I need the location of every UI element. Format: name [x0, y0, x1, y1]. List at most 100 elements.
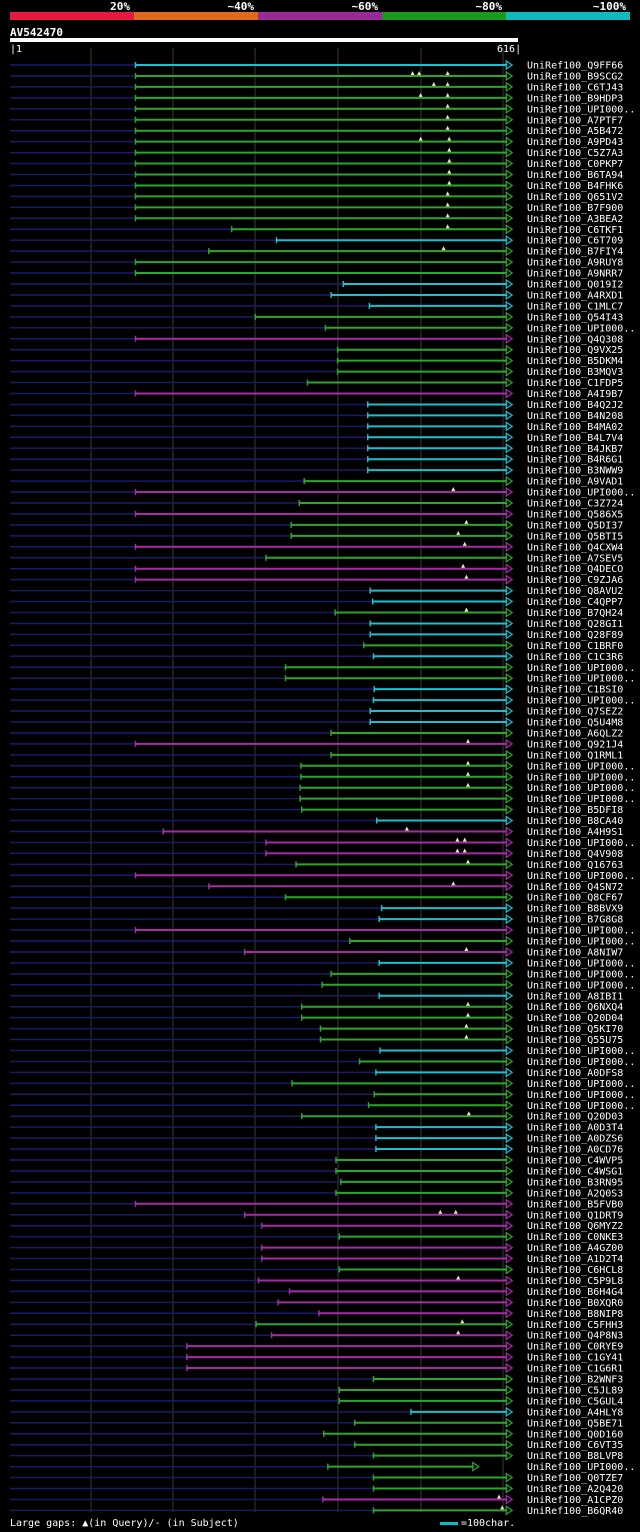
hit-label[interactable]: UniRef100_UPI000.. — [527, 838, 635, 849]
hit-label[interactable]: UniRef100_UPI000.. — [527, 783, 635, 794]
hit-label[interactable]: UniRef100_Q6MYZ2 — [527, 1221, 623, 1232]
hit-label[interactable]: UniRef100_A9NRR7 — [527, 269, 623, 280]
hit-label[interactable]: UniRef100_A4GZ00 — [527, 1243, 623, 1254]
hit-label[interactable]: UniRef100_Q20D04 — [527, 1013, 623, 1024]
hit-label[interactable]: UniRef100_UPI000.. — [527, 323, 635, 334]
hit-label[interactable]: UniRef100_Q4SN72 — [527, 882, 623, 893]
hit-label[interactable]: UniRef100_Q4DECO — [527, 564, 623, 575]
hit-label[interactable]: UniRef100_B4R6G1 — [527, 455, 623, 466]
hit-label[interactable]: UniRef100_Q4Q308 — [527, 334, 623, 345]
hit-label[interactable]: UniRef100_Q1RML1 — [527, 750, 623, 761]
hit-label[interactable]: UniRef100_A5B472 — [527, 126, 623, 137]
hit-label[interactable]: UniRef100_B7F900 — [527, 203, 623, 214]
hit-label[interactable]: UniRef100_C5P9L8 — [527, 1276, 623, 1287]
hit-label[interactable]: UniRef100_Q6NXQ4 — [527, 1002, 623, 1013]
hit-label[interactable]: UniRef100_UPI000.. — [527, 663, 635, 674]
hit-label[interactable]: UniRef100_B5FVB0 — [527, 1199, 623, 1210]
hit-label[interactable]: UniRef100_B7G8G8 — [527, 915, 623, 926]
hit-label[interactable]: UniRef100_Q5KI70 — [527, 1024, 623, 1035]
hit-label[interactable]: UniRef100_C9ZJA6 — [527, 575, 623, 586]
hit-label[interactable]: UniRef100_B8NIP8 — [527, 1309, 623, 1320]
hit-label[interactable]: UniRef100_UPI000.. — [527, 969, 635, 980]
hit-label[interactable]: UniRef100_B6QR40 — [527, 1506, 623, 1517]
hit-label[interactable]: UniRef100_C6HCL8 — [527, 1265, 623, 1276]
hit-label[interactable]: UniRef100_UPI000.. — [527, 696, 635, 707]
hit-label[interactable]: UniRef100_B8CA40 — [527, 816, 623, 827]
hit-label[interactable]: UniRef100_UPI000.. — [527, 761, 635, 772]
hit-label[interactable]: UniRef100_UPI000.. — [527, 1079, 635, 1090]
hit-label[interactable]: UniRef100_UPI000.. — [527, 1462, 635, 1473]
hit-label[interactable]: UniRef100_Q5DI37 — [527, 520, 623, 531]
hit-label[interactable]: UniRef100_C1FDP5 — [527, 378, 623, 389]
hit-label[interactable]: UniRef100_A0CD76 — [527, 1145, 623, 1156]
hit-label[interactable]: UniRef100_Q55U75 — [527, 1035, 623, 1046]
hit-label[interactable]: UniRef100_Q28F89 — [527, 630, 623, 641]
hit-label[interactable]: UniRef100_Q9VX25 — [527, 345, 623, 356]
hit-label[interactable]: UniRef100_UPI000.. — [527, 488, 635, 499]
hit-label[interactable]: UniRef100_Q28GI1 — [527, 619, 623, 630]
hit-label[interactable]: UniRef100_Q4P8N3 — [527, 1331, 623, 1342]
hit-label[interactable]: UniRef100_B8BVX9 — [527, 904, 623, 915]
hit-label[interactable]: UniRef100_Q0D160 — [527, 1429, 623, 1440]
hit-label[interactable]: UniRef100_B8LVP8 — [527, 1451, 623, 1462]
hit-label[interactable]: UniRef100_Q1DRT9 — [527, 1210, 623, 1221]
hit-label[interactable]: UniRef100_UPI000.. — [527, 1057, 635, 1068]
hit-label[interactable]: UniRef100_Q16763 — [527, 860, 623, 871]
hit-label[interactable]: UniRef100_B9SCG2 — [527, 71, 623, 82]
hit-label[interactable]: UniRef100_A0DZS6 — [527, 1134, 623, 1145]
hit-label[interactable]: UniRef100_Q5BTI5 — [527, 531, 623, 542]
hit-label[interactable]: UniRef100_A9PD43 — [527, 137, 623, 148]
hit-label[interactable]: UniRef100_A3BEA2 — [527, 214, 623, 225]
hit-label[interactable]: UniRef100_UPI000.. — [527, 104, 635, 115]
hit-label[interactable]: UniRef100_A8NIW7 — [527, 947, 623, 958]
hit-label[interactable]: UniRef100_A6QLZ2 — [527, 728, 623, 739]
hit-label[interactable]: UniRef100_A9RUY8 — [527, 258, 623, 269]
hit-label[interactable]: UniRef100_A2Q0S3 — [527, 1188, 623, 1199]
hit-label[interactable]: UniRef100_Q4V908 — [527, 849, 623, 860]
hit-label[interactable]: UniRef100_A8IBI1 — [527, 991, 623, 1002]
hit-label[interactable]: UniRef100_B5DFI8 — [527, 805, 623, 816]
hit-label[interactable]: UniRef100_C4WVP5 — [527, 1156, 623, 1167]
hit-label[interactable]: UniRef100_B4MA02 — [527, 422, 623, 433]
hit-label[interactable]: UniRef100_B7FIY4 — [527, 247, 623, 258]
hit-label[interactable]: UniRef100_C4QPP7 — [527, 597, 623, 608]
hit-label[interactable]: UniRef100_Q8CF67 — [527, 893, 623, 904]
hit-label[interactable]: UniRef100_Q5BE71 — [527, 1418, 623, 1429]
hit-label[interactable]: UniRef100_A4I9B7 — [527, 389, 623, 400]
hit-label[interactable]: UniRef100_UPI000.. — [527, 1101, 635, 1112]
hit-label[interactable]: UniRef100_Q9FF66 — [527, 61, 623, 72]
hit-label[interactable]: UniRef100_B3MQV3 — [527, 367, 623, 378]
hit-label[interactable]: UniRef100_C0NKE3 — [527, 1232, 623, 1243]
hit-label[interactable]: UniRef100_C0RYE9 — [527, 1342, 623, 1353]
hit-label[interactable]: UniRef100_C1C3R6 — [527, 652, 623, 663]
hit-label[interactable]: UniRef100_UPI000.. — [527, 871, 635, 882]
hit-label[interactable]: UniRef100_C6VT35 — [527, 1440, 623, 1451]
hit-label[interactable]: UniRef100_UPI000.. — [527, 980, 635, 991]
hit-label[interactable]: UniRef100_A4RXD1 — [527, 290, 623, 301]
hit-label[interactable]: UniRef100_A9VAD1 — [527, 477, 623, 488]
hit-label[interactable]: UniRef100_B4JKB7 — [527, 444, 623, 455]
hit-label[interactable]: UniRef100_C1MLC7 — [527, 301, 623, 312]
hit-label[interactable]: UniRef100_Q651V2 — [527, 192, 623, 203]
hit-label[interactable]: UniRef100_Q20D03 — [527, 1112, 623, 1123]
hit-label[interactable]: UniRef100_A0DFS8 — [527, 1068, 623, 1079]
hit-label[interactable]: UniRef100_C6TJ43 — [527, 82, 623, 93]
hit-label[interactable]: UniRef100_B0XQR0 — [527, 1298, 623, 1309]
hit-label[interactable]: UniRef100_Q921J4 — [527, 739, 623, 750]
hit-label[interactable]: UniRef100_UPI000.. — [527, 772, 635, 783]
hit-label[interactable]: UniRef100_Q5U4M8 — [527, 718, 623, 729]
hit-label[interactable]: UniRef100_A0D3T4 — [527, 1123, 623, 1134]
hit-label[interactable]: UniRef100_C4WSG1 — [527, 1166, 623, 1177]
hit-label[interactable]: UniRef100_A1CPZ0 — [527, 1495, 623, 1506]
hit-label[interactable]: UniRef100_A4HLY8 — [527, 1407, 623, 1418]
hit-label[interactable]: UniRef100_B9HDP3 — [527, 93, 623, 104]
hit-label[interactable]: UniRef100_UPI000.. — [527, 926, 635, 937]
hit-label[interactable]: UniRef100_UPI000.. — [527, 1046, 635, 1057]
hit-label[interactable]: UniRef100_A2Q420 — [527, 1484, 623, 1495]
hit-label[interactable]: UniRef100_B5DKM4 — [527, 356, 623, 367]
hit-label[interactable]: UniRef100_Q7SEZ2 — [527, 707, 623, 718]
hit-label[interactable]: UniRef100_UPI000.. — [527, 794, 635, 805]
hit-label[interactable]: UniRef100_C1GY41 — [527, 1353, 623, 1364]
hit-label[interactable]: UniRef100_C3Z724 — [527, 499, 623, 510]
hit-label[interactable]: UniRef100_C1G6R1 — [527, 1364, 623, 1375]
